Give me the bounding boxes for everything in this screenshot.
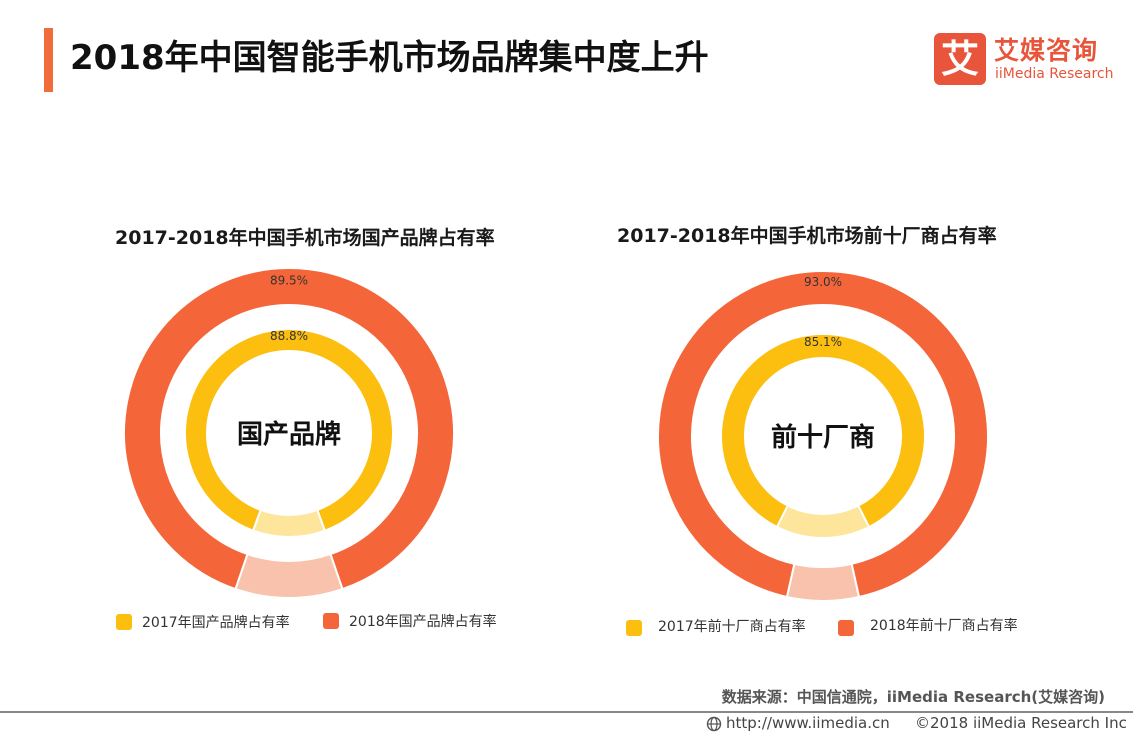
data-label-inner: 85.1% <box>804 335 842 349</box>
globe-icon <box>706 716 722 731</box>
donut-slice-outer-value <box>123 267 455 591</box>
donut-center-label: 前十厂商 <box>771 422 875 453</box>
legend-swatch-outer <box>323 613 339 629</box>
data-source: 数据来源：中国信通院，iiMedia Research(艾媒咨询) <box>721 688 1105 706</box>
legend-label: 2018年国产品牌占有率 <box>349 614 497 630</box>
chart-title-top-ten-vendors: 2017-2018年中国手机市场前十厂商占有率 <box>617 225 997 247</box>
page-title: 2018年中国智能手机市场品牌集中度上升 <box>70 38 709 78</box>
footer-divider <box>0 711 1133 713</box>
legend-swatch-inner <box>116 614 132 630</box>
donut-slice-inner-value <box>720 333 926 529</box>
brand-logo: 艾 艾媒咨询 iiMedia Research <box>934 31 1124 87</box>
footer-url[interactable]: http://www.iimedia.cn <box>706 714 890 732</box>
donut-slice-inner-value <box>184 328 394 532</box>
donut-slice-inner-remainder <box>251 508 327 538</box>
data-label-outer: 93.0% <box>804 275 842 289</box>
donut-slice-outer-remainder <box>785 562 861 602</box>
legend-label: 2017年前十厂商占有率 <box>658 619 806 635</box>
data-label-outer: 89.5% <box>270 274 308 288</box>
footer-copyright: ©2018 iiMedia Research Inc <box>915 714 1127 732</box>
donut-slice-outer-remainder <box>234 552 344 599</box>
footer-url-text[interactable]: http://www.iimedia.cn <box>726 714 890 732</box>
logo-mark: 艾 <box>934 33 986 85</box>
donut-slice-inner-remainder <box>775 504 871 539</box>
legend-swatch-outer <box>838 620 854 636</box>
donut-slice-outer-value <box>657 270 989 599</box>
data-label-inner: 88.8% <box>270 329 308 343</box>
title-accent-bar <box>44 28 53 92</box>
legend-label: 2017年国产品牌占有率 <box>142 615 290 631</box>
legend-swatch-inner <box>626 620 642 636</box>
logo-english-name: iiMedia Research <box>995 66 1114 82</box>
legend-label: 2018年前十厂商占有率 <box>870 618 1018 634</box>
donut-center-label: 国产品牌 <box>237 419 341 450</box>
chart-title-domestic-brands: 2017-2018年中国手机市场国产品牌占有率 <box>115 227 495 249</box>
logo-chinese-name: 艾媒咨询 <box>994 36 1099 65</box>
